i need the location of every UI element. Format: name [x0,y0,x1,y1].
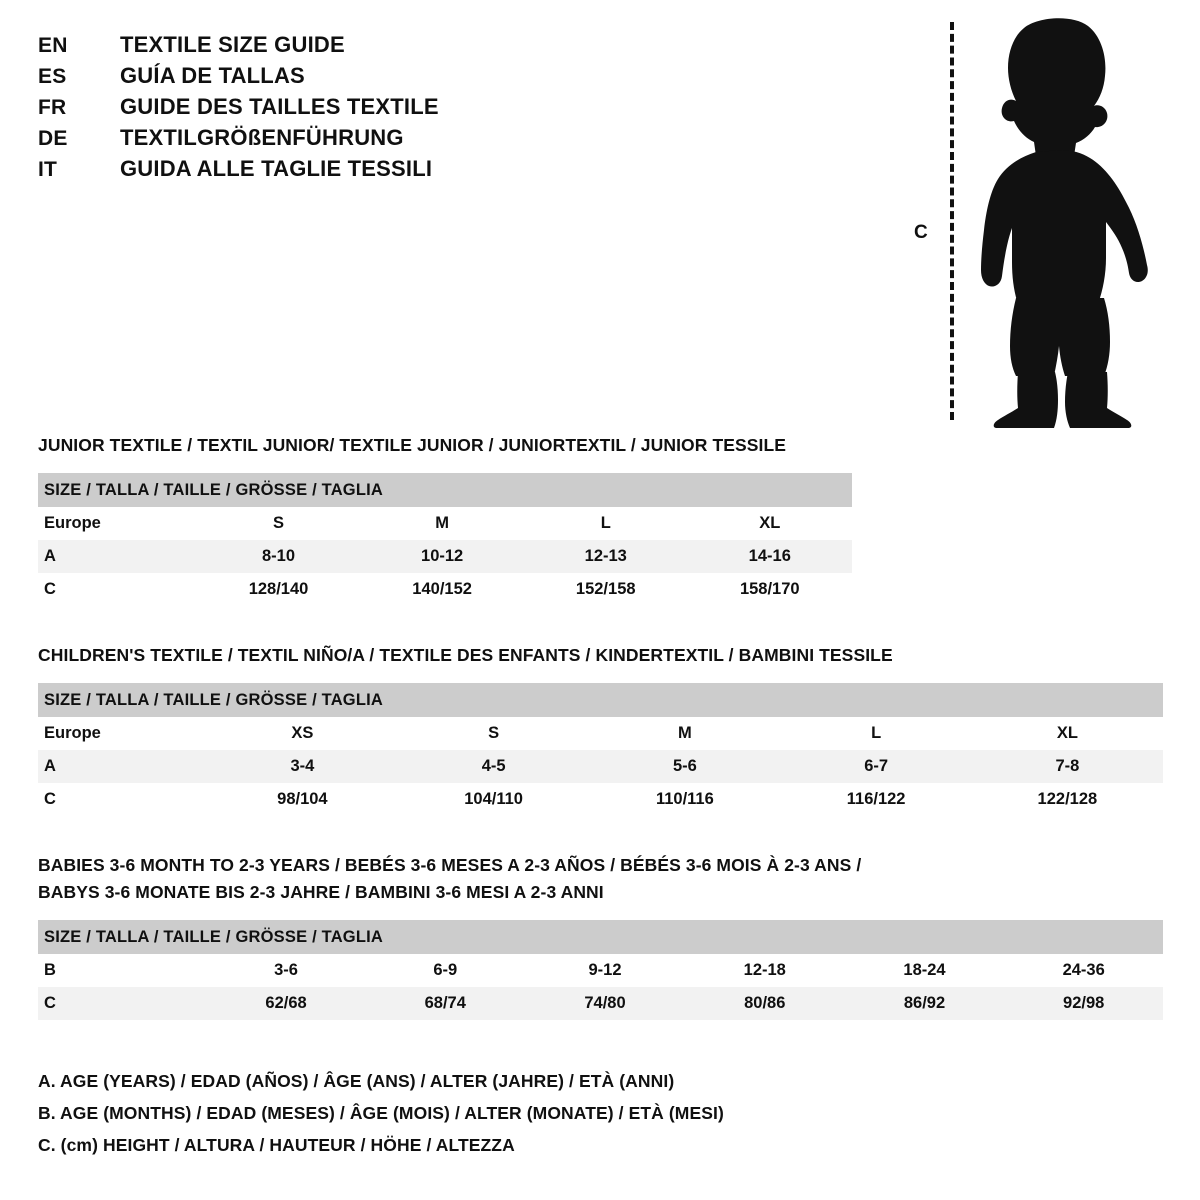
table-row: C 62/68 68/74 74/80 80/86 86/92 92/98 [38,987,1163,1020]
language-row-it: IT GUIDA ALLE TAGLIE TESSILI [38,156,558,187]
table-row: A 3-4 4-5 5-6 6-7 7-8 [38,750,1163,783]
children-height-s: 104/110 [398,783,590,816]
babies-months-18-24: 18-24 [844,954,1005,987]
language-title-es: GUÍA DE TALLAS [120,63,305,88]
junior-table-wrap: SIZE / TALLA / TAILLE / GRÖSSE / TAGLIA … [38,473,852,606]
babies-height-6-9: 68/74 [365,987,526,1020]
language-code-it: IT [38,158,58,181]
children-table-wrap: SIZE / TALLA / TAILLE / GRÖSSE / TAGLIA … [38,683,1163,816]
section-title-junior: JUNIOR TEXTILE / TEXTIL JUNIOR/ TEXTILE … [38,435,787,455]
junior-height-s: 128/140 [196,573,361,606]
children-row-label-europe: Europe [38,717,207,750]
children-row-label-a: A [38,750,207,783]
language-code-es: ES [38,65,67,88]
section-babies-textile: BABIES 3-6 MONTH TO 2-3 YEARS / BEBÉS 3-… [38,852,1163,1020]
section-title-babies-line2: BABYS 3-6 MONATE BIS 2-3 JAHRE / BAMBINI… [38,882,604,902]
children-band-row: SIZE / TALLA / TAILLE / GRÖSSE / TAGLIA [38,683,1163,717]
junior-age-xl: 14-16 [687,540,852,573]
children-height-xs: 98/104 [206,783,398,816]
language-row-de: DE TEXTILGRÖßENFÜHRUNG [38,125,558,156]
language-title-de: TEXTILGRÖßENFÜHRUNG [120,125,404,150]
height-marker-label: C [914,222,928,243]
table-row: Europe S M L XL [38,507,852,540]
children-band-label: SIZE / TALLA / TAILLE / GRÖSSE / TAGLIA [38,683,1163,717]
language-title-it: GUIDA ALLE TAGLIE TESSILI [120,156,433,181]
legend-line-c: C. (cm) HEIGHT / ALTURA / HAUTEUR / HÖHE… [38,1135,515,1155]
junior-europe-m: M [360,507,524,540]
junior-row-label-a: A [38,540,197,573]
table-row: C 98/104 104/110 110/116 116/122 122/128 [38,783,1163,816]
table-row: C 128/140 140/152 152/158 158/170 [38,573,852,606]
babies-size-table: SIZE / TALLA / TAILLE / GRÖSSE / TAGLIA … [38,920,1163,1020]
junior-age-s: 8-10 [196,540,361,573]
section-childrens-textile: CHILDREN'S TEXTILE / TEXTIL NIÑO/A / TEX… [38,642,1163,816]
language-row-es: ES GUÍA DE TALLAS [38,63,558,94]
language-code-en: EN [38,34,68,57]
babies-height-18-24: 86/92 [844,987,1005,1020]
junior-europe-xl: XL [687,507,852,540]
babies-height-24-36: 92/98 [1004,987,1163,1020]
babies-band-row: SIZE / TALLA / TAILLE / GRÖSSE / TAGLIA [38,920,1163,954]
children-age-m: 5-6 [589,750,781,783]
junior-band-label: SIZE / TALLA / TAILLE / GRÖSSE / TAGLIA [38,473,852,507]
language-title-en: TEXTILE SIZE GUIDE [120,32,345,57]
junior-size-table: SIZE / TALLA / TAILLE / GRÖSSE / TAGLIA … [38,473,852,606]
children-age-s: 4-5 [398,750,590,783]
babies-height-12-18: 80/86 [684,987,845,1020]
table-row: B 3-6 6-9 9-12 12-18 18-24 24-36 [38,954,1163,987]
junior-height-xl: 158/170 [687,573,852,606]
legend-line-a: A. AGE (YEARS) / EDAD (AÑOS) / ÂGE (ANS)… [38,1071,675,1091]
legend-line-b: B. AGE (MONTHS) / EDAD (MESES) / ÂGE (MO… [38,1103,724,1123]
section-title-children: CHILDREN'S TEXTILE / TEXTIL NIÑO/A / TEX… [38,645,893,665]
children-size-table: SIZE / TALLA / TAILLE / GRÖSSE / TAGLIA … [38,683,1163,816]
junior-row-label-europe: Europe [38,507,197,540]
language-title-list: EN TEXTILE SIZE GUIDE ES GUÍA DE TALLAS … [38,32,558,187]
children-height-l: 116/122 [780,783,972,816]
children-europe-m: M [589,717,781,750]
children-row-label-c: C [38,783,207,816]
junior-europe-l: L [523,507,688,540]
babies-height-9-12: 74/80 [525,987,685,1020]
babies-months-3-6: 3-6 [206,954,366,987]
junior-height-m: 140/152 [360,573,524,606]
language-row-fr: FR GUIDE DES TAILLES TEXTILE [38,94,558,125]
junior-height-l: 152/158 [523,573,688,606]
section-junior-textile: JUNIOR TEXTILE / TEXTIL JUNIOR/ TEXTILE … [38,432,852,606]
language-code-de: DE [38,127,68,150]
babies-band-label: SIZE / TALLA / TAILLE / GRÖSSE / TAGLIA [38,920,1163,954]
junior-age-l: 12-13 [523,540,688,573]
junior-row-label-c: C [38,573,197,606]
language-title-fr: GUIDE DES TAILLES TEXTILE [120,94,439,119]
babies-months-6-9: 6-9 [365,954,526,987]
junior-age-m: 10-12 [360,540,524,573]
table-row: Europe XS S M L XL [38,717,1163,750]
children-height-xl: 122/128 [971,783,1163,816]
children-europe-xl: XL [971,717,1163,750]
children-age-xs: 3-4 [206,750,398,783]
junior-europe-s: S [196,507,361,540]
height-measurement-figure: C [900,8,1170,428]
toddler-silhouette-icon [962,16,1162,428]
children-europe-l: L [780,717,972,750]
babies-height-3-6: 62/68 [206,987,366,1020]
language-code-fr: FR [38,96,67,119]
dashed-height-line [950,22,954,420]
babies-months-12-18: 12-18 [684,954,845,987]
children-europe-xs: XS [206,717,398,750]
babies-table-wrap: SIZE / TALLA / TAILLE / GRÖSSE / TAGLIA … [38,920,1163,1020]
section-title-babies-line1: BABIES 3-6 MONTH TO 2-3 YEARS / BEBÉS 3-… [38,855,862,875]
children-age-xl: 7-8 [971,750,1163,783]
junior-band-row: SIZE / TALLA / TAILLE / GRÖSSE / TAGLIA [38,473,852,507]
babies-row-label-b: B [38,954,207,987]
measurement-legend: A. AGE (YEARS) / EDAD (AÑOS) / ÂGE (ANS)… [38,1065,938,1161]
children-europe-s: S [398,717,590,750]
children-age-l: 6-7 [780,750,972,783]
children-height-m: 110/116 [589,783,781,816]
babies-months-9-12: 9-12 [525,954,685,987]
table-row: A 8-10 10-12 12-13 14-16 [38,540,852,573]
babies-row-label-c: C [38,987,207,1020]
babies-months-24-36: 24-36 [1004,954,1163,987]
language-row-en: EN TEXTILE SIZE GUIDE [38,32,558,63]
